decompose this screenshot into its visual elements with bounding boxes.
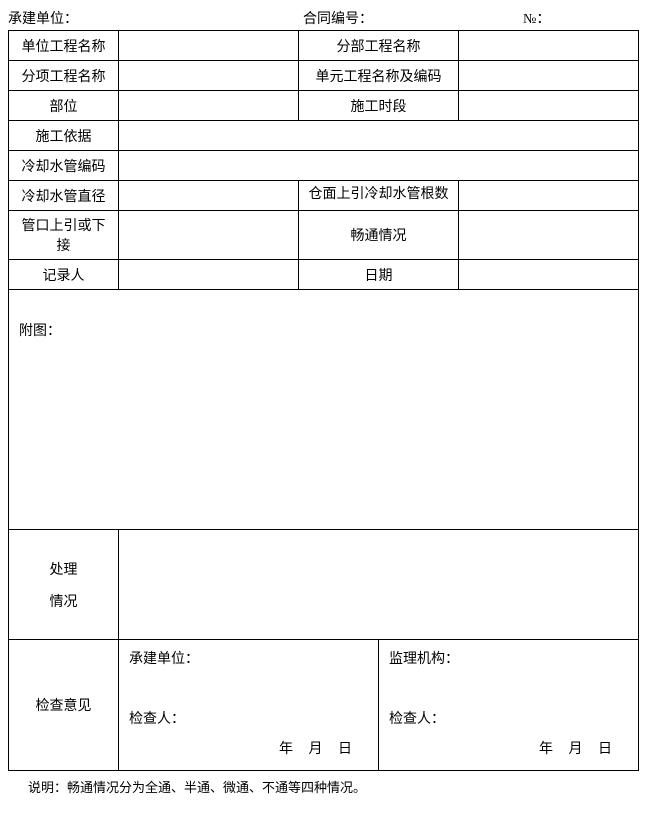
cooling-pipe-diameter-value — [119, 181, 299, 211]
flow-status-label: 畅通情况 — [299, 211, 459, 260]
unit-project-code-label: 单元工程名称及编码 — [299, 61, 459, 91]
supervisor-org-label: 监理机构： — [389, 648, 628, 668]
unit-project-name-value — [119, 31, 299, 61]
form-table: 单位工程名称 分部工程名称 分项工程名称 单元工程名称及编码 部位 施工时段 施… — [8, 30, 639, 771]
builder-checker-label: 检查人： — [129, 708, 368, 728]
table-row: 分项工程名称 单元工程名称及编码 — [9, 61, 639, 91]
date-value — [459, 260, 639, 290]
table-row: 记录人 日期 — [9, 260, 639, 290]
subsection-project-name-label: 分部工程名称 — [299, 31, 459, 61]
builder-label: 承建单位： — [8, 8, 78, 28]
process-label-line1: 处理 — [15, 559, 112, 579]
opinion-left: 承建单位： 检查人： 年 月 日 — [119, 640, 379, 770]
item-project-name-value — [119, 61, 299, 91]
opinion-label-cell: 检查意见 — [9, 640, 119, 771]
cooling-pipe-diameter-label: 冷却水管直径 — [9, 181, 119, 211]
attachment-label: 附图： — [19, 324, 61, 339]
opinion-content-wrapper: 承建单位： 检查人： 年 月 日 监理机构： 检查人： 年 月 日 — [119, 640, 639, 771]
attachment-cell: 附图： — [9, 290, 639, 530]
builder-org-label: 承建单位： — [129, 648, 368, 668]
process-row: 处理 情况 — [9, 530, 639, 640]
table-row: 冷却水管直径 仓面上引冷却水管根数 — [9, 181, 639, 211]
process-label-cell: 处理 情况 — [9, 530, 119, 640]
construction-basis-value — [119, 121, 639, 151]
contract-label: 合同编号： — [303, 8, 373, 28]
cooling-pipe-code-label: 冷却水管编码 — [9, 151, 119, 181]
table-row: 施工依据 — [9, 121, 639, 151]
pipe-direction-value — [119, 211, 299, 260]
unit-project-code-value — [459, 61, 639, 91]
table-row: 冷却水管编码 — [9, 151, 639, 181]
construction-basis-label: 施工依据 — [9, 121, 119, 151]
flow-status-value — [459, 211, 639, 260]
supervisor-checker-label: 检查人： — [389, 708, 628, 728]
table-row: 部位 施工时段 — [9, 91, 639, 121]
location-value — [119, 91, 299, 121]
date-label: 日期 — [299, 260, 459, 290]
recorder-label: 记录人 — [9, 260, 119, 290]
item-project-name-label: 分项工程名称 — [9, 61, 119, 91]
opinion-right: 监理机构： 检查人： 年 月 日 — [379, 640, 639, 770]
subsection-project-name-value — [459, 31, 639, 61]
supervisor-date: 年 月 日 — [389, 738, 628, 758]
number-label: №： — [523, 8, 550, 28]
pipe-direction-label: 管口上引或下接 — [9, 211, 119, 260]
process-value — [119, 530, 639, 640]
unit-project-name-label: 单位工程名称 — [9, 31, 119, 61]
pipe-count-value — [459, 181, 639, 211]
header-line: 承建单位： 合同编号： №： — [8, 8, 640, 28]
recorder-value — [119, 260, 299, 290]
construction-period-label: 施工时段 — [299, 91, 459, 121]
location-label: 部位 — [9, 91, 119, 121]
pipe-count-label: 仓面上引冷却水管根数 — [299, 181, 459, 211]
attachment-row: 附图： — [9, 290, 639, 530]
cooling-pipe-code-value — [119, 151, 639, 181]
construction-period-value — [459, 91, 639, 121]
opinion-row: 检查意见 承建单位： 检查人： 年 月 日 监理机构： 检查人： 年 月 日 — [9, 640, 639, 771]
process-label-line2: 情况 — [15, 591, 112, 611]
footnote: 说明：畅通情况分为全通、半通、微通、不通等四种情况。 — [8, 777, 640, 796]
table-row: 管口上引或下接 畅通情况 — [9, 211, 639, 260]
builder-date: 年 月 日 — [129, 738, 368, 758]
table-row: 单位工程名称 分部工程名称 — [9, 31, 639, 61]
